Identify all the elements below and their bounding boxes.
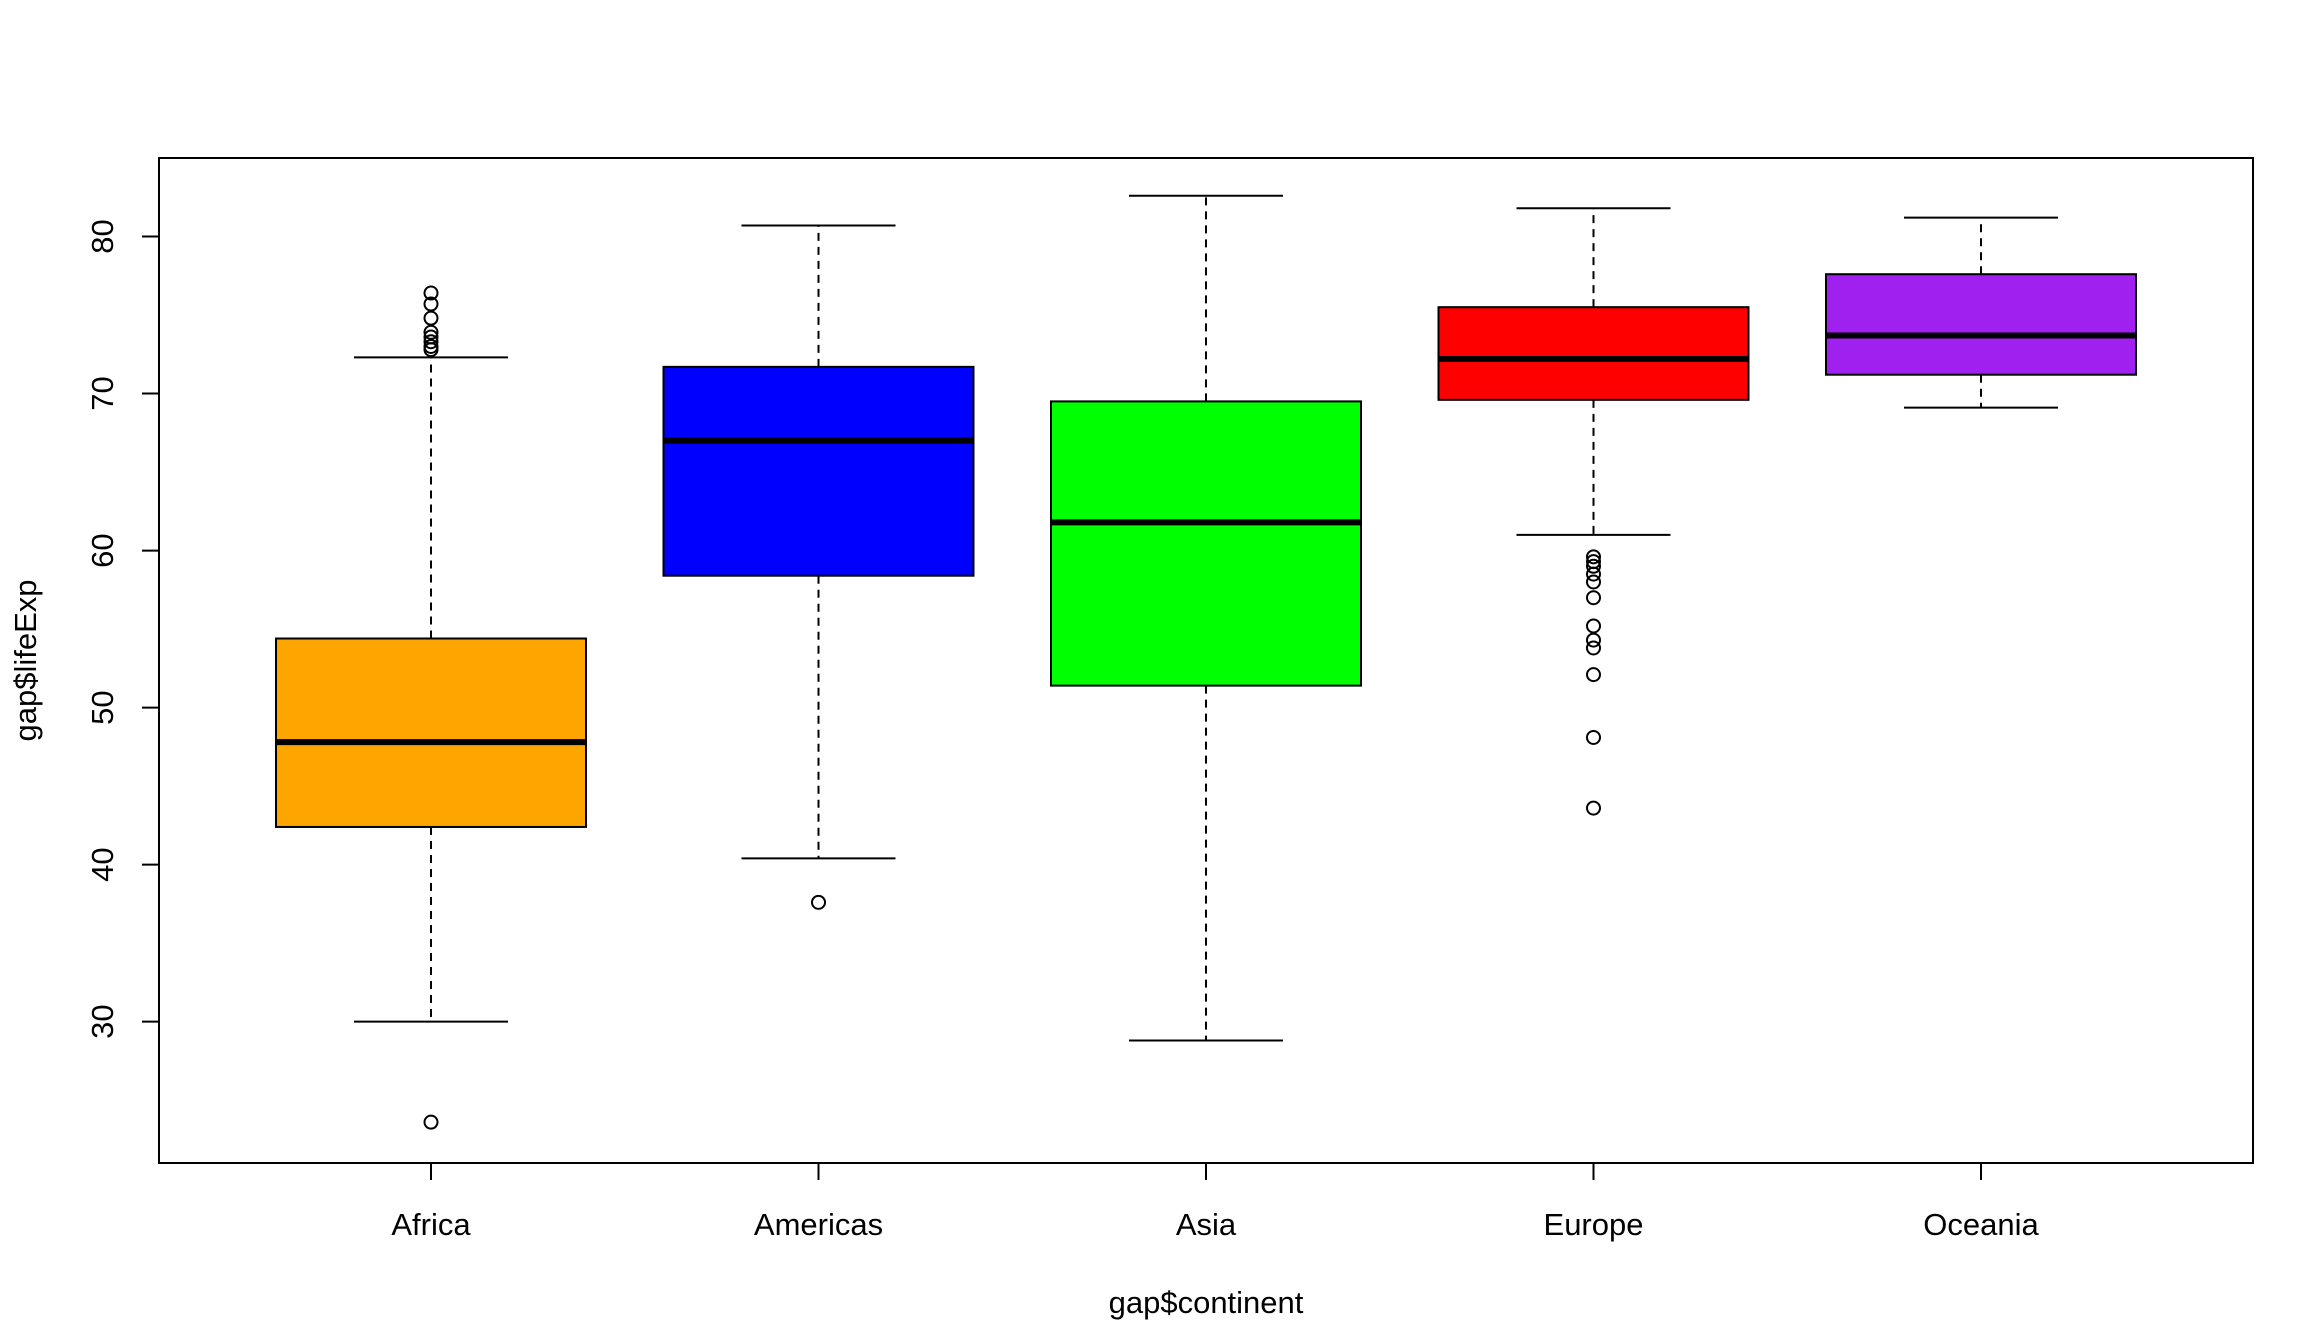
iqr-box <box>275 637 587 828</box>
outlier-point <box>423 285 439 301</box>
box-oceania <box>1825 216 2137 409</box>
outlier-point <box>423 310 439 326</box>
x-axis: Africa Americas Asia Europe Oceania <box>391 1162 2039 1242</box>
x-tick-label: Europe <box>1544 1207 1644 1242</box>
outlier-point <box>1586 729 1601 745</box>
x-tick-label: Americas <box>754 1207 883 1242</box>
outlier-point <box>1586 574 1601 590</box>
boxes-layer <box>275 194 2137 1130</box>
y-axis-title: gap$lifeExp <box>8 579 43 741</box>
iqr-box <box>662 365 975 577</box>
y-tick-label: 30 <box>85 1004 120 1038</box>
x-tick-label: Asia <box>1176 1207 1237 1242</box>
y-tick-label: 60 <box>85 533 120 567</box>
box-europe <box>1437 207 1750 816</box>
outlier-point <box>1586 632 1601 648</box>
iqr-box <box>1050 400 1362 687</box>
box-americas <box>662 224 975 910</box>
outlier-point <box>423 329 439 345</box>
iqr-box <box>1825 273 2137 376</box>
outlier-point <box>1586 640 1601 656</box>
outlier-point <box>423 324 439 340</box>
outlier-point <box>1586 667 1601 683</box>
x-tick-label: Oceania <box>1923 1207 2039 1242</box>
y-tick-label: 50 <box>85 690 120 724</box>
box-asia <box>1050 194 1362 1042</box>
outlier-point <box>1586 554 1601 570</box>
outlier-point <box>1586 558 1601 574</box>
outlier-point <box>423 338 439 354</box>
outlier-point <box>423 296 439 312</box>
outlier-point <box>1586 800 1601 816</box>
x-axis-title: gap$continent <box>1109 1285 1304 1320</box>
outlier-point <box>423 334 439 350</box>
box-africa <box>275 285 587 1130</box>
outlier-point <box>1586 590 1601 606</box>
outlier-point <box>423 1114 439 1130</box>
x-tick-label: Africa <box>391 1207 471 1242</box>
y-tick-label: 80 <box>85 219 120 253</box>
y-tick-label: 70 <box>85 376 120 410</box>
iqr-box <box>1437 306 1750 401</box>
outlier-point <box>811 894 826 910</box>
outlier-point <box>1586 618 1601 634</box>
outlier-point <box>1586 549 1601 565</box>
y-tick-label: 40 <box>85 847 120 881</box>
y-axis: 30 40 50 60 70 80 <box>85 219 160 1039</box>
